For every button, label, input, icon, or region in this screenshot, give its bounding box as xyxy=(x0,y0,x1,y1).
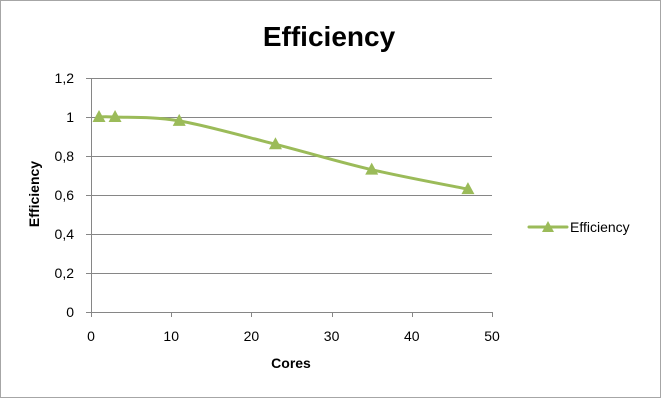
y-axis-title: Efficiency xyxy=(26,161,42,227)
data-point-marker xyxy=(268,137,282,150)
y-tick-label: 0,2 xyxy=(55,265,75,281)
series-line xyxy=(97,115,470,191)
legend-label: Efficiency xyxy=(570,219,630,235)
y-tick-label: 0,8 xyxy=(55,148,75,164)
y-tick-labels: 0 0,2 0,4 0,6 0,8 1 1,2 xyxy=(55,70,75,320)
x-tick-label: 40 xyxy=(404,328,420,344)
y-tick-label: 1,2 xyxy=(55,70,75,86)
y-tick-label: 0 xyxy=(66,304,74,320)
series-efficiency xyxy=(92,110,475,195)
x-tick-label: 50 xyxy=(484,328,500,344)
legend: Efficiency xyxy=(527,219,630,235)
x-tick-label: 20 xyxy=(244,328,260,344)
x-tick-labels: 0 10 20 30 40 50 xyxy=(87,328,500,344)
data-point-marker xyxy=(461,182,475,195)
data-point-marker xyxy=(365,162,379,175)
x-tick-label: 30 xyxy=(324,328,340,344)
y-tick-label: 0,4 xyxy=(55,226,75,242)
chart-title: Efficiency xyxy=(263,21,396,52)
grid-lines xyxy=(91,78,492,274)
x-axis-title: Cores xyxy=(271,355,311,371)
legend-swatch-marker xyxy=(542,221,554,232)
x-tick-label: 0 xyxy=(87,328,95,344)
axes xyxy=(86,78,493,317)
y-tick-label: 0,6 xyxy=(55,187,75,203)
data-point-marker xyxy=(108,110,122,122)
data-point-marker xyxy=(172,113,186,126)
data-point-marker xyxy=(92,110,106,122)
x-tick-label: 10 xyxy=(163,328,179,344)
y-tick-label: 1 xyxy=(66,109,74,125)
